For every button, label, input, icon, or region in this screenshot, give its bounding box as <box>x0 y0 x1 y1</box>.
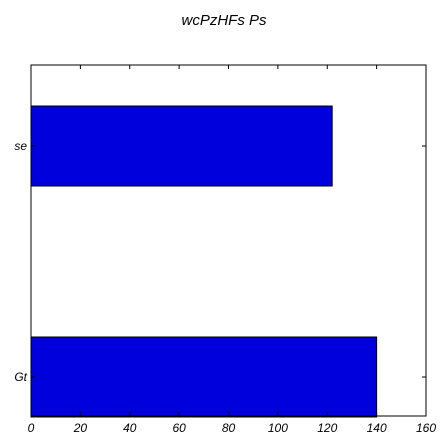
x-tick-label: 20 <box>73 421 88 435</box>
y-tick-label: se <box>14 139 27 153</box>
bar-Gt <box>30 336 378 418</box>
x-tick-label: 60 <box>172 421 186 435</box>
x-tick-label: 0 <box>28 421 35 435</box>
x-tick-label: 120 <box>317 421 337 435</box>
x-tick-label: 100 <box>268 421 288 435</box>
x-tick-label: 140 <box>367 421 387 435</box>
y-tick-label: Gt <box>14 370 27 384</box>
x-tick-label: 40 <box>123 421 137 435</box>
x-tick-label: 160 <box>416 421 436 435</box>
x-tick-label: 80 <box>222 421 236 435</box>
chart-title: wcPzHFs Ps <box>181 12 267 29</box>
bar-se <box>30 105 333 187</box>
